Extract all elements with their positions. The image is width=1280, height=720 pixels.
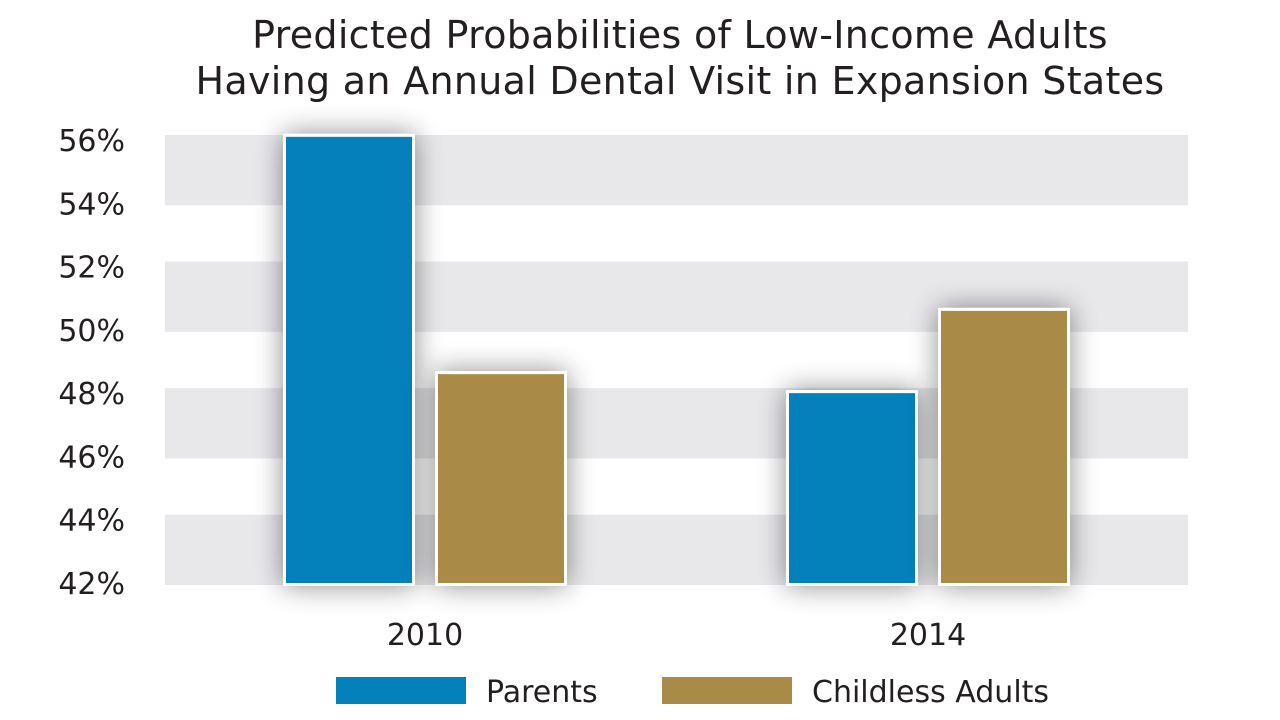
x-tick-label: 2010	[387, 618, 463, 653]
y-tick-label: 46%	[58, 440, 125, 475]
y-tick-label: 52%	[58, 251, 125, 286]
y-tick-label: 42%	[58, 567, 125, 602]
legend-swatch	[336, 677, 466, 704]
bars	[283, 133, 1070, 587]
chart-title-line-1: Predicted Probabilities of Low-Income Ad…	[252, 13, 1108, 57]
chart-title: Predicted Probabilities of Low-Income Ad…	[0, 12, 1280, 104]
bar-childless-adults-2014	[941, 310, 1067, 583]
legend: Parents Childless Adults	[332, 672, 1049, 710]
y-tick-label: 56%	[58, 124, 125, 159]
y-tick-label: 50%	[58, 314, 125, 349]
legend-label: Parents	[486, 675, 598, 710]
y-tick-label: 44%	[58, 504, 125, 539]
y-tick-label: 48%	[58, 377, 125, 412]
legend-swatch	[662, 677, 792, 704]
legend-label: Childless Adults	[812, 675, 1049, 710]
x-tick-label: 2014	[890, 618, 966, 653]
x-axis: 2010 2014	[387, 618, 966, 653]
y-axis: 56% 54% 52% 50% 48% 46% 44% 42%	[58, 124, 125, 602]
y-tick-label: 54%	[58, 187, 125, 222]
chart-title-line-2: Having an Annual Dental Visit in Expansi…	[195, 59, 1165, 103]
bar-childless-adults-2010	[438, 374, 564, 583]
bar-parents-2014	[789, 393, 915, 583]
bar-parents-2010	[286, 136, 412, 584]
